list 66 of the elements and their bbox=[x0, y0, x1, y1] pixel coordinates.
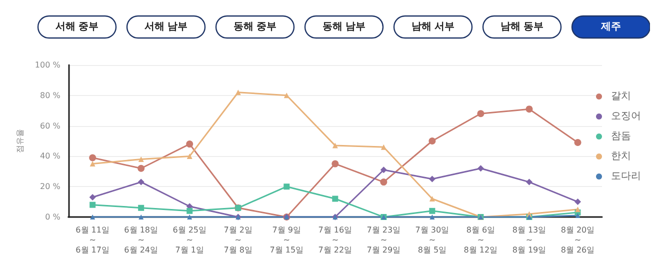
legend-label: 갈치 bbox=[611, 91, 631, 102]
point bbox=[332, 196, 338, 202]
point bbox=[574, 198, 581, 206]
x-tick-label: 7월 9일 ~ 7월 15일 bbox=[270, 226, 304, 254]
text: 동해 중부 bbox=[233, 22, 277, 32]
point bbox=[186, 208, 193, 214]
y-tick-label: 40 % bbox=[40, 152, 61, 161]
point bbox=[186, 140, 194, 148]
point bbox=[235, 90, 241, 96]
point bbox=[284, 184, 290, 190]
y-tick-label: 20 % bbox=[40, 182, 61, 192]
point bbox=[429, 208, 436, 214]
point bbox=[138, 204, 144, 211]
point bbox=[477, 165, 484, 172]
y-tick-label: 0 % bbox=[45, 212, 61, 222]
x-tick-label: 8월 6일 ~ 8월 12일 bbox=[464, 226, 498, 254]
x-tick-label: 6월 11일 ~ 6월 17일 bbox=[76, 226, 110, 254]
point bbox=[575, 212, 580, 218]
x-tick-label: 6월 18일 ~ 6월 24일 bbox=[124, 226, 158, 254]
point bbox=[187, 214, 192, 220]
y-tick-label: 60 % bbox=[40, 121, 61, 130]
text: 남해 동부 bbox=[500, 22, 544, 32]
point bbox=[428, 138, 436, 144]
point bbox=[428, 176, 436, 182]
legend-label: 한치 bbox=[611, 151, 631, 162]
point bbox=[138, 178, 144, 186]
point bbox=[574, 206, 580, 212]
text: 서해 중부 bbox=[55, 22, 99, 32]
point bbox=[90, 214, 96, 220]
x-tick-label: 7월 30일 ~ 8월 5일 bbox=[415, 226, 450, 254]
legend-label: 도다리 bbox=[611, 171, 641, 182]
text: 서해 남부 bbox=[144, 22, 188, 32]
text: 제주 bbox=[600, 22, 621, 32]
legend-label: 참돔 bbox=[611, 131, 631, 142]
y-axis-title: 점유율 bbox=[16, 129, 24, 153]
point bbox=[138, 164, 145, 172]
y-tick-label: 80 % bbox=[40, 90, 61, 100]
point bbox=[574, 139, 582, 146]
x-tick-label: 7월 23일 ~ 7월 29일 bbox=[366, 226, 401, 254]
point bbox=[89, 154, 96, 162]
point bbox=[186, 153, 192, 159]
point bbox=[380, 166, 387, 174]
y-tick-label: 100 % bbox=[34, 60, 61, 70]
text: 동해 남부 bbox=[322, 22, 366, 32]
point bbox=[332, 160, 339, 168]
point bbox=[284, 92, 290, 98]
x-tick-label: 8월 13일 ~ 8월 19일 bbox=[512, 226, 546, 254]
point bbox=[380, 144, 386, 150]
point bbox=[138, 214, 144, 220]
point bbox=[526, 178, 532, 186]
point bbox=[477, 110, 484, 118]
point bbox=[332, 142, 338, 148]
x-tick-label: 6월 25일 ~ 7월 1일 bbox=[172, 226, 207, 254]
text: 남해 서부 bbox=[411, 22, 455, 32]
point bbox=[89, 194, 96, 200]
point bbox=[526, 106, 533, 113]
point bbox=[90, 202, 96, 208]
x-tick-label: 7월 16일 ~ 7월 22일 bbox=[318, 226, 352, 254]
point bbox=[429, 196, 435, 202]
point bbox=[138, 156, 144, 162]
legend-label: 오징어 bbox=[611, 111, 641, 122]
point bbox=[380, 178, 388, 186]
point bbox=[430, 214, 435, 220]
x-tick-label: 8월 20일 ~ 8월 26일 bbox=[560, 226, 595, 254]
point bbox=[90, 161, 96, 167]
x-tick-label: 7월 2일 ~ 7월 8일 bbox=[224, 226, 252, 254]
